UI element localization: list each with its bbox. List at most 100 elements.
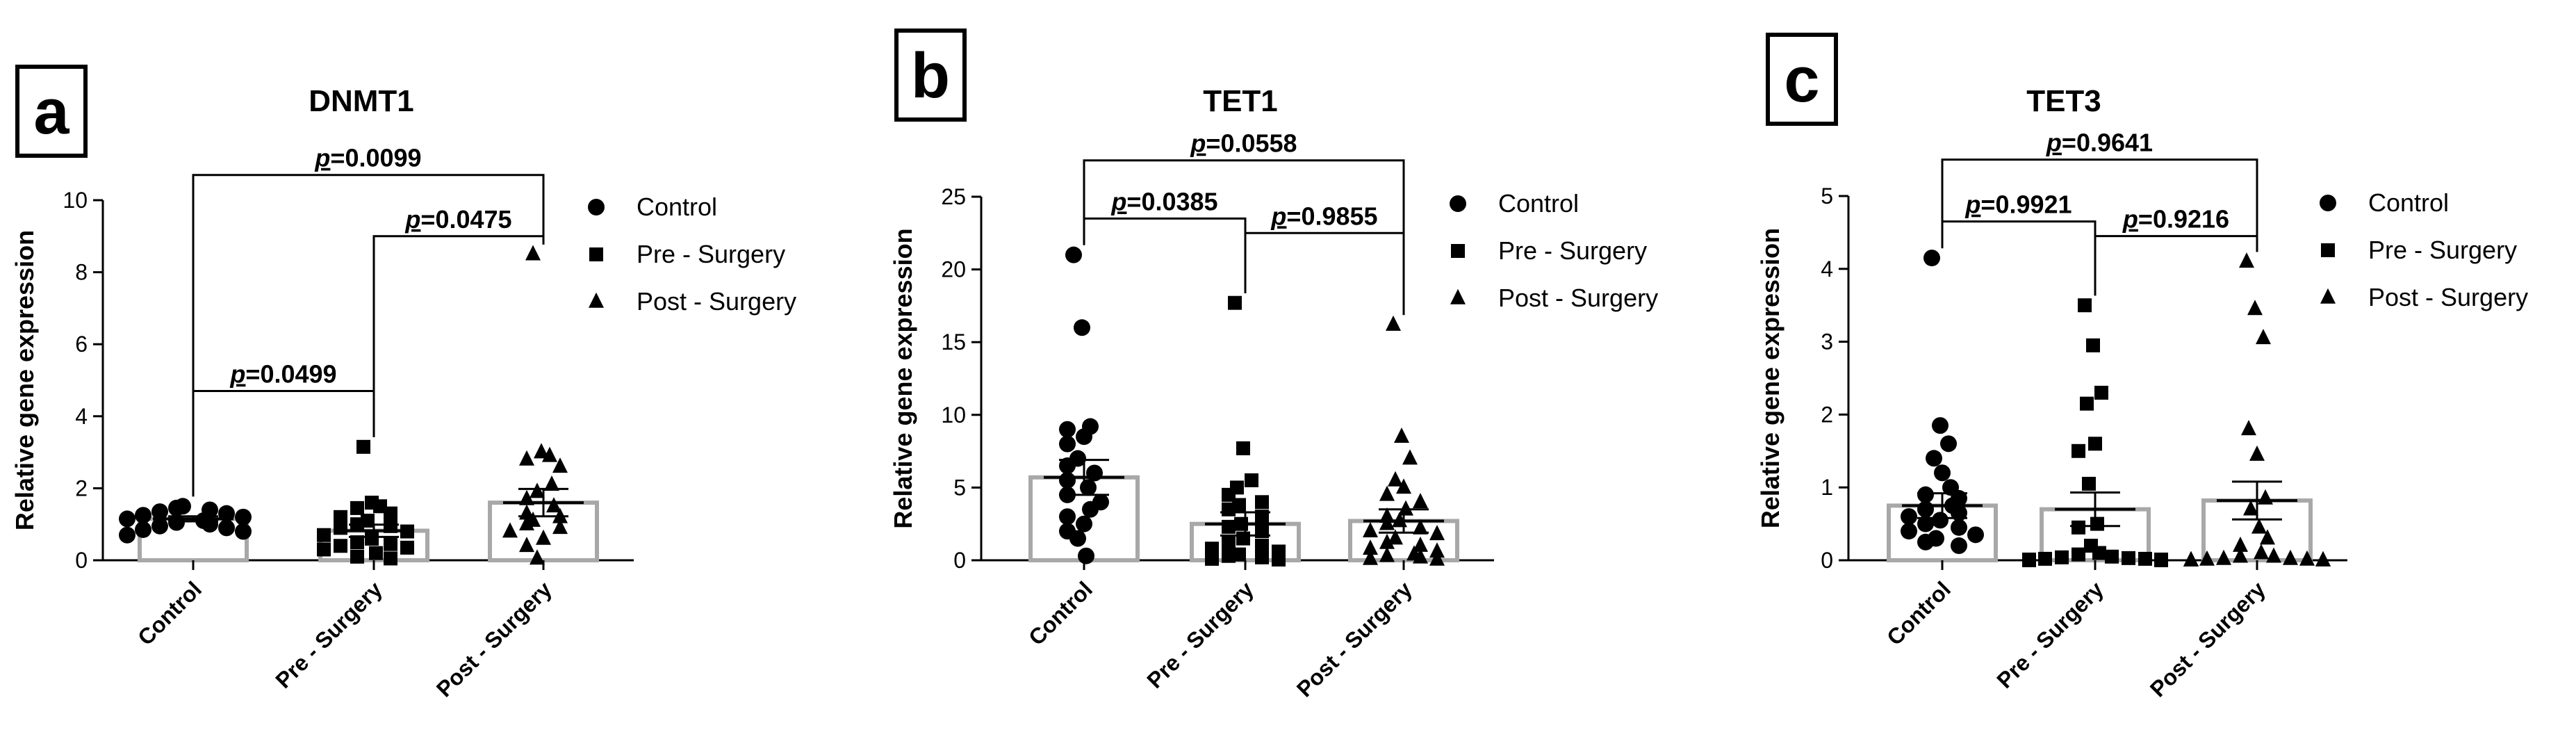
data-point-circle <box>168 499 185 516</box>
data-point-triangle <box>530 482 545 498</box>
x-category-label: Control <box>133 576 206 650</box>
x-category-label: Control <box>1024 576 1097 650</box>
p-symbol: p <box>314 144 330 172</box>
data-point-triangle <box>2258 489 2273 505</box>
data-point-square <box>2072 443 2085 458</box>
p-symbol: p <box>2122 205 2138 234</box>
data-point-circle <box>1069 530 1086 547</box>
data-point-circle <box>1076 428 1092 446</box>
data-point-square <box>2078 298 2092 313</box>
p-value: =0.9216 <box>2138 205 2229 234</box>
x-category-label: Post - Surgery <box>1292 576 1417 701</box>
data-point-circle <box>1059 435 1076 453</box>
data-point-square <box>2072 547 2085 562</box>
data-point-circle <box>1917 533 1934 551</box>
data-point-triangle <box>530 549 545 565</box>
data-point-square <box>2154 553 2168 567</box>
data-point-circle <box>135 507 151 524</box>
data-point-triangle <box>1379 533 1395 549</box>
data-point-triangle <box>1396 478 1411 494</box>
data-point-circle <box>235 508 252 526</box>
data-point-triangle <box>2249 445 2265 461</box>
y-tick-label: 2 <box>1821 402 1833 427</box>
data-point-triangle <box>2266 547 2281 563</box>
data-point-triangle <box>519 450 534 466</box>
y-tick-label: 4 <box>75 404 88 429</box>
data-point-square <box>1222 535 1236 550</box>
data-point-square <box>384 537 397 551</box>
data-point-square <box>2094 385 2108 400</box>
data-point-triangle <box>1429 550 1445 566</box>
legend-marker-triangle <box>2320 288 2336 304</box>
data-point-square <box>350 549 364 564</box>
data-point-triangle <box>552 457 568 473</box>
panel-a-letter-box <box>15 65 88 158</box>
data-point-square <box>2022 553 2036 567</box>
x-category-label: Pre - Surgery <box>270 576 387 693</box>
data-point-square <box>1228 295 1242 310</box>
data-point-circle <box>135 521 151 538</box>
legend-label: Control <box>2368 188 2449 217</box>
p-value: =0.0385 <box>1126 187 1217 215</box>
data-point-triangle <box>1363 521 1378 537</box>
data-point-triangle <box>1398 500 1413 516</box>
p-value: =0.0499 <box>245 360 336 389</box>
data-point-triangle <box>502 522 518 538</box>
data-point-square <box>365 531 379 546</box>
p-symbol: p <box>2046 129 2062 157</box>
legend-label: Post - Surgery <box>1498 284 1658 312</box>
data-point-triangle <box>1413 493 1428 509</box>
data-point-square <box>2090 516 2104 531</box>
legend-label: Pre - Surgery <box>1498 236 1647 265</box>
data-point-circle <box>1917 515 1934 532</box>
y-axis-label: Relative gene expression <box>889 228 917 528</box>
y-tick-label: 5 <box>953 475 966 500</box>
data-point-square <box>2138 551 2152 566</box>
data-point-square <box>317 542 331 557</box>
y-tick-label: 2 <box>75 475 88 500</box>
data-point-square <box>1255 539 1269 553</box>
data-point-circle <box>1086 464 1103 482</box>
legend: Control Pre - Surgery Post - Surgery <box>588 193 796 316</box>
data-point-square <box>350 535 364 550</box>
significance-bracket <box>1083 159 1405 316</box>
data-point-circle <box>1917 486 1934 503</box>
data-point-triangle <box>1429 525 1445 541</box>
data-point-triangle <box>1413 536 1428 552</box>
data-point-triangle <box>1413 548 1428 564</box>
p-value: =0.9921 <box>1980 190 2072 219</box>
y-tick-label: 3 <box>1821 329 1833 355</box>
panel-a: a DNMT1 0 2 4 6 8 10 Relative gene expression Con… <box>10 65 796 702</box>
data-point-triangle <box>1413 519 1428 535</box>
data-point-square <box>2088 437 2102 451</box>
y-axis-label: Relative gene expression <box>1756 228 1785 528</box>
data-point-square <box>1222 548 1236 563</box>
data-point-circle <box>1901 508 1917 526</box>
data-point-circle <box>1940 435 1957 453</box>
data-point-circle <box>1901 523 1917 540</box>
data-point-triangle <box>542 446 557 462</box>
p-symbol: p <box>404 205 420 234</box>
data-point-triangle <box>2241 420 2256 436</box>
data-point-circle <box>1059 421 1076 438</box>
data-point-triangle <box>2233 547 2248 563</box>
data-point-square <box>2105 549 2119 564</box>
legend-marker-square <box>2321 243 2335 257</box>
legend-label: Pre - Surgery <box>637 240 785 268</box>
p-value-label: p=0.0099 <box>314 144 421 172</box>
data-point-triangle <box>1429 542 1445 558</box>
x-category-label: Post - Surgery <box>432 576 557 701</box>
data-point-triangle <box>1363 549 1378 565</box>
data-point-triangle <box>2256 329 2271 345</box>
legend-label: Post - Surgery <box>2368 283 2528 311</box>
p-value-label: p=0.0499 <box>229 360 336 389</box>
p-value: =0.0558 <box>1206 129 1297 158</box>
legend-marker-triangle <box>1450 288 1466 304</box>
data-point-circle <box>1932 417 1949 434</box>
panel-c-letter-box <box>1766 33 1838 126</box>
p-value-label: p=0.9921 <box>1964 190 2072 219</box>
panel-b: b TET1 0 5 10 15 20 25 Relative gene expression C… <box>889 28 1658 702</box>
x-category-label: Control <box>1882 576 1955 650</box>
data-point-square <box>1222 502 1236 516</box>
